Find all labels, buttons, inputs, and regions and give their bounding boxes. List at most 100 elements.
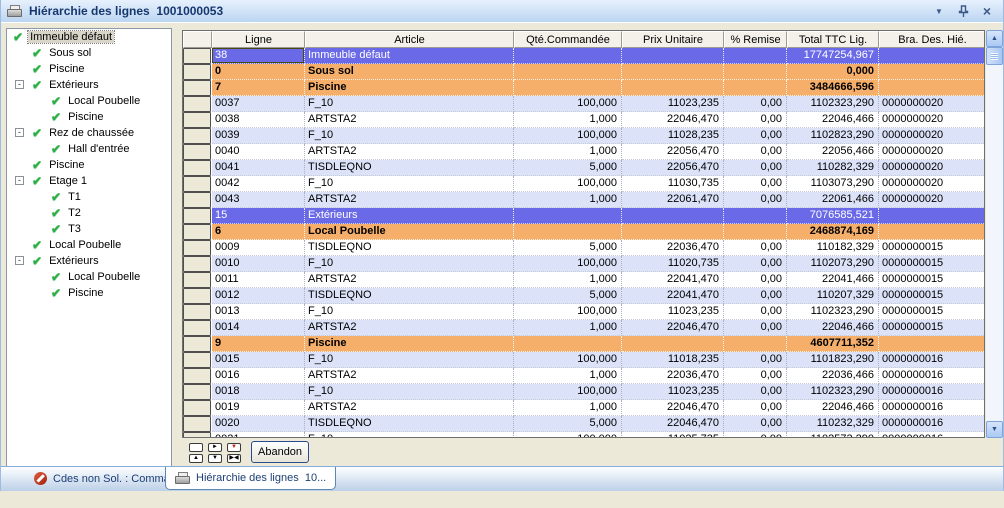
cell-total[interactable]: 22061,466 <box>787 192 879 208</box>
tree-item[interactable]: ✔Sous sol <box>7 45 171 61</box>
cell-bra[interactable] <box>879 64 985 80</box>
cell-article[interactable]: Piscine <box>305 336 514 352</box>
cell-ligne[interactable]: 0039 <box>212 128 305 144</box>
scroll-down-button[interactable]: ▼ <box>986 421 1003 438</box>
cell-total[interactable]: 110207,329 <box>787 288 879 304</box>
row-selector-cell[interactable] <box>183 224 211 240</box>
cell-total[interactable]: 22046,466 <box>787 400 879 416</box>
cell-remise[interactable] <box>724 336 787 352</box>
cell-prix[interactable]: 22046,470 <box>622 320 724 336</box>
cell-ligne[interactable]: 0038 <box>212 112 305 128</box>
cell-bra[interactable]: 0000000015 <box>879 288 985 304</box>
cell-bra[interactable]: 0000000020 <box>879 176 985 192</box>
cell-remise[interactable]: 0,00 <box>724 144 787 160</box>
cell-prix[interactable]: 22046,470 <box>622 416 724 432</box>
cell-remise[interactable]: 0,00 <box>724 288 787 304</box>
column-header[interactable]: Prix Unitaire <box>622 31 724 48</box>
row-selector-cell[interactable] <box>183 384 211 400</box>
tree-item[interactable]: -✔Extérieurs <box>7 77 171 93</box>
cell-qte[interactable]: 100,000 <box>514 432 622 438</box>
tree-item[interactable]: ✔Local Poubelle <box>7 269 171 285</box>
tree-item-label[interactable]: T1 <box>66 191 83 203</box>
cell-qte[interactable]: 1,000 <box>514 368 622 384</box>
row-selector-cell[interactable] <box>183 176 211 192</box>
cell-article[interactable]: F_10 <box>305 352 514 368</box>
cell-remise[interactable]: 0,00 <box>724 128 787 144</box>
row-selector-cell[interactable] <box>183 208 211 224</box>
cell-qte[interactable]: 100,000 <box>514 304 622 320</box>
cell-remise[interactable]: 0,00 <box>724 272 787 288</box>
tree-item[interactable]: ✔Piscine <box>7 109 171 125</box>
cell-article[interactable]: F_10 <box>305 96 514 112</box>
cell-bra[interactable] <box>879 224 985 240</box>
cell-article[interactable]: TISDLEQNO <box>305 288 514 304</box>
cell-bra[interactable]: 0000000020 <box>879 144 985 160</box>
row-selector-cell[interactable] <box>183 240 211 256</box>
cell-qte[interactable] <box>514 224 622 240</box>
cell-article[interactable]: Extérieurs <box>305 208 514 224</box>
cell-ligne[interactable]: 0014 <box>212 320 305 336</box>
cell-bra[interactable]: 0000000016 <box>879 352 985 368</box>
cell-total[interactable]: 22041,466 <box>787 272 879 288</box>
cell-qte[interactable]: 100,000 <box>514 384 622 400</box>
cell-qte[interactable]: 1,000 <box>514 192 622 208</box>
cell-ligne[interactable]: 0012 <box>212 288 305 304</box>
cell-remise[interactable]: 0,00 <box>724 400 787 416</box>
cell-remise[interactable]: 0,00 <box>724 240 787 256</box>
row-selector-cell[interactable] <box>183 48 211 64</box>
cell-total[interactable]: 1102323,290 <box>787 96 879 112</box>
cell-prix[interactable] <box>622 80 724 96</box>
cell-article[interactable]: Sous sol <box>305 64 514 80</box>
column-header[interactable]: Qté.Commandée <box>514 31 622 48</box>
cell-qte[interactable]: 5,000 <box>514 416 622 432</box>
tree-item[interactable]: ✔Immeuble défaut <box>7 29 171 45</box>
row-selector-cell[interactable] <box>183 400 211 416</box>
cell-remise[interactable]: 0,00 <box>724 192 787 208</box>
cell-ligne[interactable]: 0011 <box>212 272 305 288</box>
cell-qte[interactable] <box>514 64 622 80</box>
cell-qte[interactable]: 1,000 <box>514 400 622 416</box>
tree-item-label[interactable]: Sous sol <box>47 47 93 59</box>
tree-item[interactable]: ✔T2 <box>7 205 171 221</box>
cell-prix[interactable]: 11023,235 <box>622 384 724 400</box>
row-selector-cell[interactable] <box>183 96 211 112</box>
cell-prix[interactable]: 11023,235 <box>622 96 724 112</box>
cell-bra[interactable]: 0000000016 <box>879 384 985 400</box>
cell-prix[interactable] <box>622 48 724 64</box>
cell-ligne[interactable]: 0043 <box>212 192 305 208</box>
cell-ligne[interactable]: 0018 <box>212 384 305 400</box>
cell-ligne[interactable]: 0042 <box>212 176 305 192</box>
close-icon[interactable]: × <box>980 3 994 19</box>
cell-total[interactable]: 4607711,352 <box>787 336 879 352</box>
cell-article[interactable]: ARTSTA2 <box>305 368 514 384</box>
collapse-expander-icon[interactable]: - <box>15 176 24 185</box>
cell-ligne[interactable]: 38 <box>212 48 305 64</box>
collapse-expander-icon[interactable]: - <box>15 256 24 265</box>
cell-total[interactable]: 17747254,967 <box>787 48 879 64</box>
cell-bra[interactable] <box>879 80 985 96</box>
cell-ligne[interactable]: 0041 <box>212 160 305 176</box>
row-selector-cell[interactable] <box>183 160 211 176</box>
cell-ligne[interactable]: 0013 <box>212 304 305 320</box>
cell-qte[interactable]: 1,000 <box>514 272 622 288</box>
cell-prix[interactable] <box>622 224 724 240</box>
cell-ligne[interactable]: 0021 <box>212 432 305 438</box>
cell-article[interactable]: ARTSTA2 <box>305 192 514 208</box>
cell-prix[interactable]: 22036,470 <box>622 368 724 384</box>
nav-down-button[interactable]: ▼ <box>208 454 222 463</box>
cell-total[interactable]: 1102573,290 <box>787 432 879 438</box>
cell-bra[interactable]: 0000000015 <box>879 240 985 256</box>
row-selector-cell[interactable] <box>183 112 211 128</box>
cell-prix[interactable] <box>622 208 724 224</box>
scroll-thumb[interactable] <box>986 47 1003 65</box>
cell-qte[interactable] <box>514 80 622 96</box>
cell-ligne[interactable]: 0015 <box>212 352 305 368</box>
cell-remise[interactable]: 0,00 <box>724 352 787 368</box>
tree-item-label[interactable]: Hall d'entrée <box>66 143 131 155</box>
tree-item-label[interactable]: Local Poubelle <box>47 239 123 251</box>
cell-qte[interactable]: 100,000 <box>514 352 622 368</box>
cell-total[interactable]: 0,000 <box>787 64 879 80</box>
cell-prix[interactable]: 11018,235 <box>622 352 724 368</box>
cell-article[interactable]: ARTSTA2 <box>305 112 514 128</box>
tree-item[interactable]: ✔Piscine <box>7 285 171 301</box>
